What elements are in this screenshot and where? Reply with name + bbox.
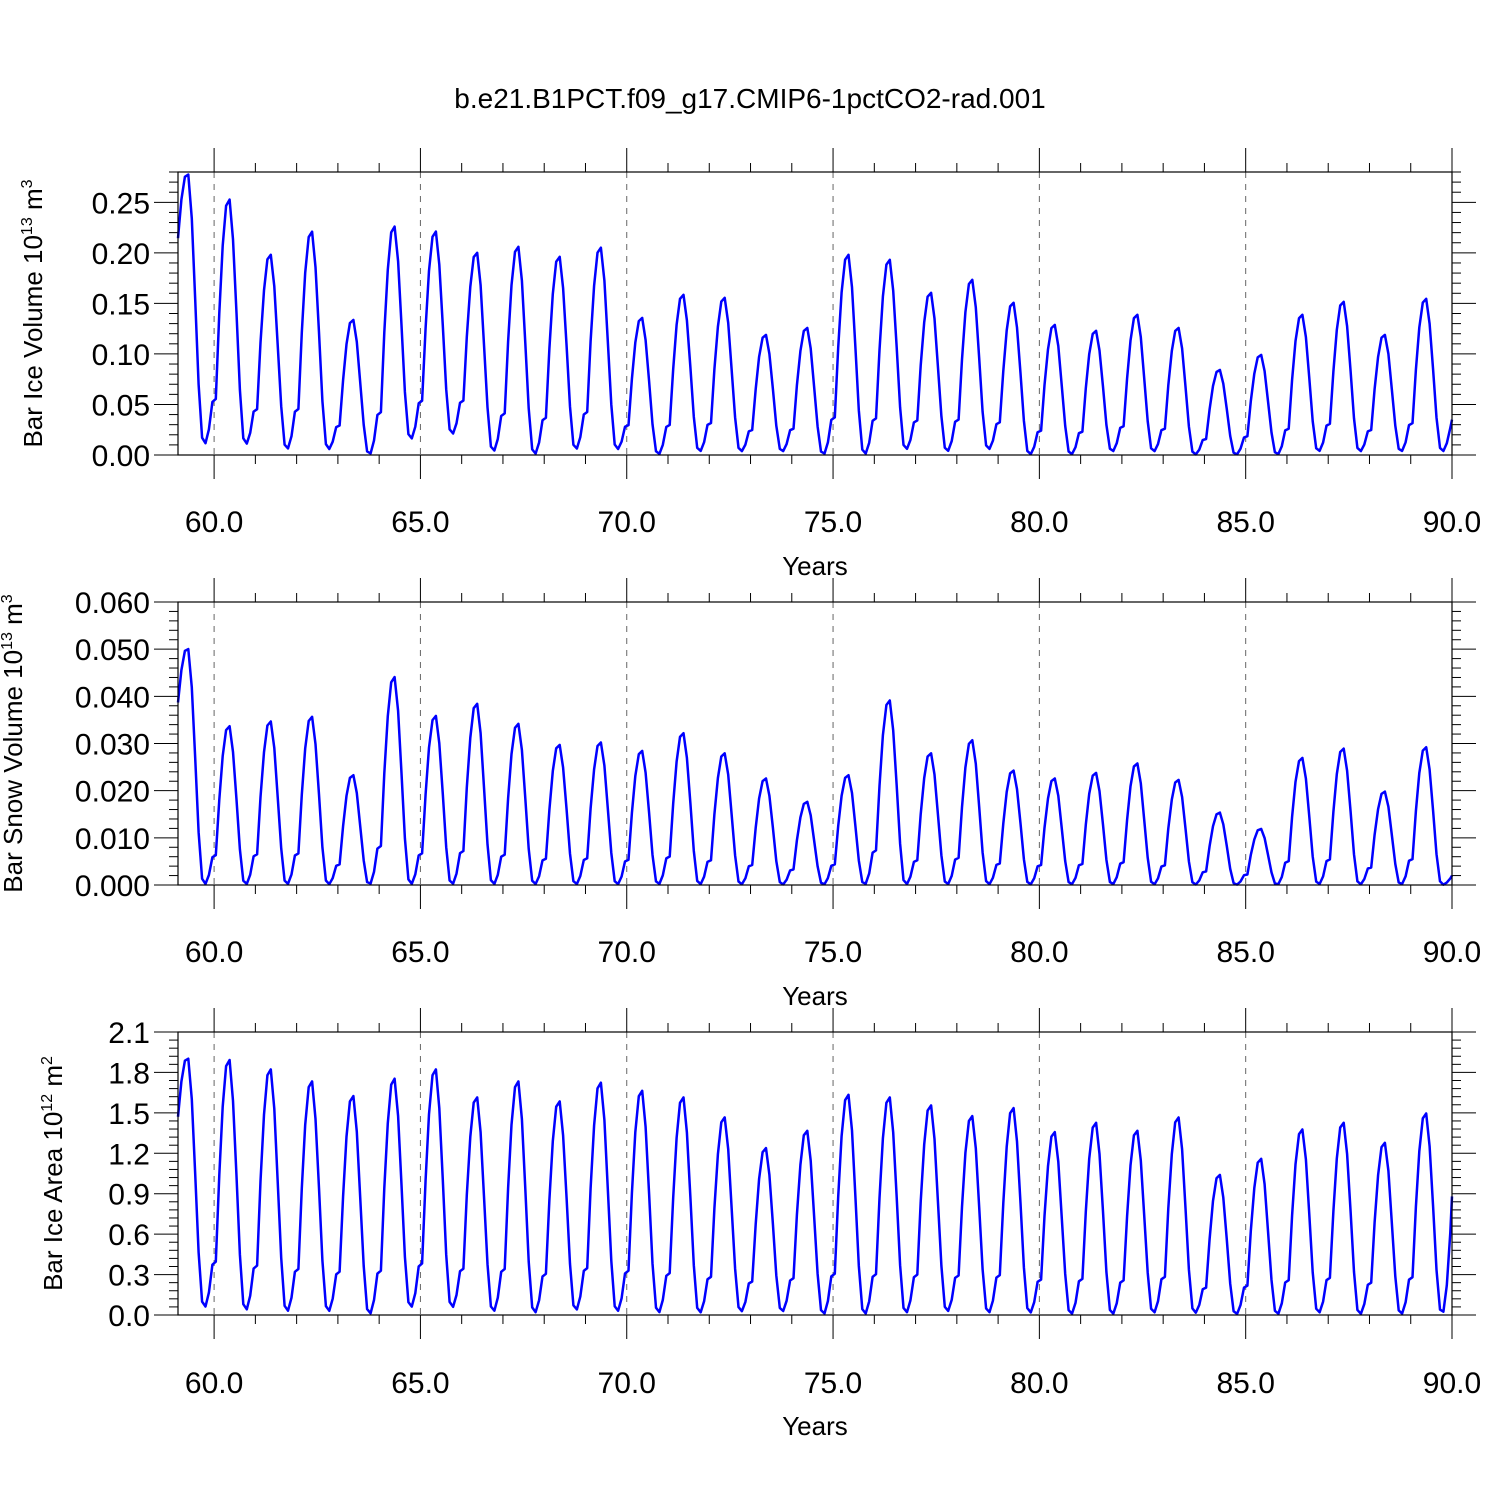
y-tick-label: 0.9 (108, 1179, 150, 1212)
x-tick-label: 60.0 (185, 936, 243, 969)
plot-frame (177, 171, 1453, 456)
x-tick-label: 85.0 (1216, 1367, 1274, 1400)
series-line-ice-area (176, 1057, 1454, 1316)
y-tick-label: 0.00 (92, 440, 150, 473)
y-tick-label: 0.010 (75, 823, 150, 856)
figure-title: b.e21.B1PCT.f09_g17.CMIP6-1pctCO2-rad.00… (454, 83, 1045, 114)
x-tick-label: 90.0 (1423, 1367, 1481, 1400)
x-tick-label: 60.0 (185, 1367, 243, 1400)
y-tick-label: 1.8 (108, 1057, 150, 1090)
y-axis-label: Bar Snow Volume 1013 m3 (0, 594, 28, 893)
x-tick-label: 65.0 (391, 1367, 449, 1400)
panel-snow-volume: 60.0 65.0 70.0 75.0 80.0 85.0 90.0 0.000 0.010 0.… (0, 578, 1481, 1011)
x-tick-label: 90.0 (1423, 506, 1481, 539)
y-tick-label: 2.1 (108, 1017, 150, 1050)
x-tick-label: 65.0 (391, 506, 449, 539)
panel-ice-volume: 60.0 65.0 70.0 75.0 80.0 85.0 90.0 0.00 0.05 0.10… (18, 148, 1481, 581)
series-line-snow-volume (176, 647, 1454, 886)
y-tick-label: 0.15 (92, 288, 150, 321)
y-axis-label: Bar Ice Volume 1013 m3 (18, 179, 48, 447)
y-axis-label: Bar Ice Area 1012 m2 (38, 1056, 68, 1291)
x-tick-label: 75.0 (804, 1367, 862, 1400)
y-tick-label: 0.030 (75, 729, 150, 762)
y-tick-label: 0.050 (75, 634, 150, 667)
x-tick-label: 60.0 (185, 506, 243, 539)
x-tick-label: 85.0 (1216, 936, 1274, 969)
x-axis-label: Years (782, 551, 848, 581)
x-axis-label: Years (782, 1411, 848, 1441)
y-tick-label: 0.040 (75, 681, 150, 714)
y-tick-label: 0.000 (75, 870, 150, 903)
x-axis-label: Years (782, 981, 848, 1011)
plot-frame (177, 1031, 1453, 1316)
y-tick-label: 0.05 (92, 389, 150, 422)
x-tick-label: 85.0 (1216, 506, 1274, 539)
y-tick-label: 0.3 (108, 1260, 150, 1293)
x-tick-label: 80.0 (1010, 936, 1068, 969)
x-tick-label: 70.0 (598, 936, 656, 969)
x-tick-label: 65.0 (391, 936, 449, 969)
plot-frame (177, 601, 1453, 886)
x-tick-label: 80.0 (1010, 506, 1068, 539)
y-tick-label: 0.0 (108, 1300, 150, 1333)
y-tick-label: 1.2 (108, 1138, 150, 1171)
y-tick-label: 0.25 (92, 187, 150, 220)
x-tick-label: 80.0 (1010, 1367, 1068, 1400)
y-tick-label: 0.060 (75, 587, 150, 620)
x-tick-label: 75.0 (804, 936, 862, 969)
series-line-ice-volume (176, 173, 1454, 456)
y-tick-label: 1.5 (108, 1098, 150, 1131)
x-tick-label: 70.0 (598, 1367, 656, 1400)
y-tick-label: 0.6 (108, 1219, 150, 1252)
x-tick-label: 90.0 (1423, 936, 1481, 969)
x-tick-label: 75.0 (804, 506, 862, 539)
x-tick-label: 70.0 (598, 506, 656, 539)
y-tick-label: 0.10 (92, 339, 150, 372)
panel-ice-area: 60.0 65.0 70.0 75.0 80.0 85.0 90.0 0.0 0.3 0.6 0.9… (38, 1008, 1481, 1441)
y-tick-label: 0.020 (75, 776, 150, 809)
y-tick-label: 0.20 (92, 238, 150, 271)
